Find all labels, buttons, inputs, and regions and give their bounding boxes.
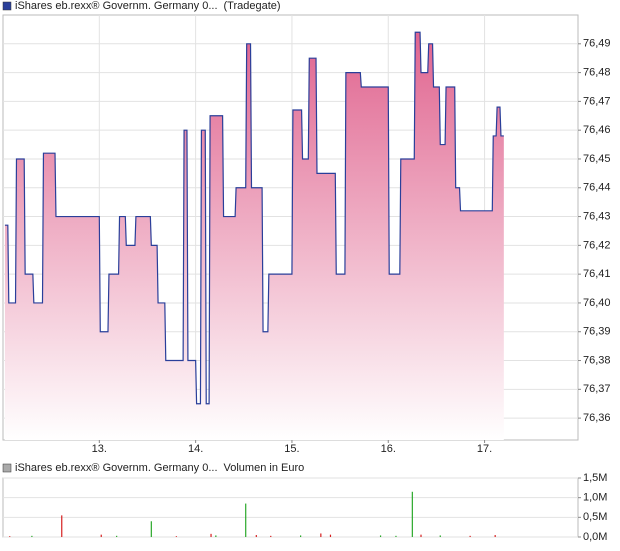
y-tick-label: 0,5M (583, 511, 607, 523)
volume-bar (395, 535, 397, 537)
volume-bar (245, 503, 247, 537)
plot-frame (2, 477, 579, 538)
y-tick-label: 76,49 (583, 38, 611, 50)
volume-bar (494, 535, 496, 537)
y-tick-label: 0,0M (583, 531, 607, 543)
y-tick-label: 76,47 (583, 95, 611, 107)
y-tick-label: 76,46 (583, 124, 611, 136)
panel-title: iShares eb.rexx® Governm. Germany 0... (15, 0, 218, 12)
volume-bar (9, 536, 11, 537)
price-area (4, 32, 504, 440)
panel-title: iShares eb.rexx® Governm. Germany 0... (15, 462, 218, 474)
volume-bar (210, 533, 212, 537)
y-tick-label: 1,5M (583, 472, 607, 484)
volume-bar (150, 521, 152, 537)
volume-bar (116, 535, 118, 537)
volume-bar (215, 535, 217, 537)
volume-bar (379, 535, 382, 537)
volume-bar (469, 535, 471, 537)
y-tick-label: 76,43 (583, 210, 611, 222)
volume-bar (411, 491, 413, 537)
x-tick-label: 13. (92, 443, 107, 455)
y-tick-label: 76,44 (583, 182, 611, 194)
volume-bar (31, 535, 33, 537)
volume-bar (420, 534, 422, 537)
volume-bar (255, 535, 257, 537)
panel-subtitle: (Tradegate) (224, 0, 281, 12)
y-tick-label: 76,37 (583, 383, 611, 395)
y-tick-label: 76,42 (583, 239, 611, 251)
y-tick-label: 76,38 (583, 354, 611, 366)
x-tick-label: 17. (477, 443, 492, 455)
volume-bar (329, 534, 332, 537)
volume-bar (270, 535, 272, 537)
volume-bar (300, 535, 302, 537)
y-tick-label: 1,0M (583, 492, 607, 504)
x-tick-label: 16. (381, 443, 396, 455)
y-tick-label: 76,36 (583, 412, 611, 424)
x-tick-label: 15. (284, 443, 299, 455)
volume-bar (100, 534, 102, 537)
volume-bar (61, 515, 63, 537)
y-tick-label: 76,40 (583, 297, 611, 309)
volume-bar (439, 535, 441, 537)
panel-subtitle: Volumen in Euro (224, 462, 305, 474)
volume-bar (320, 533, 322, 537)
x-tick-label: 14. (188, 443, 203, 455)
price-line (4, 31, 504, 405)
legend-swatch (2, 463, 12, 473)
y-tick-label: 76,48 (583, 66, 611, 78)
y-tick-label: 76,41 (583, 268, 611, 280)
y-tick-label: 76,39 (583, 326, 611, 338)
y-tick-label: 76,45 (583, 153, 611, 165)
legend-swatch (2, 1, 12, 11)
volume-bar (175, 536, 177, 537)
